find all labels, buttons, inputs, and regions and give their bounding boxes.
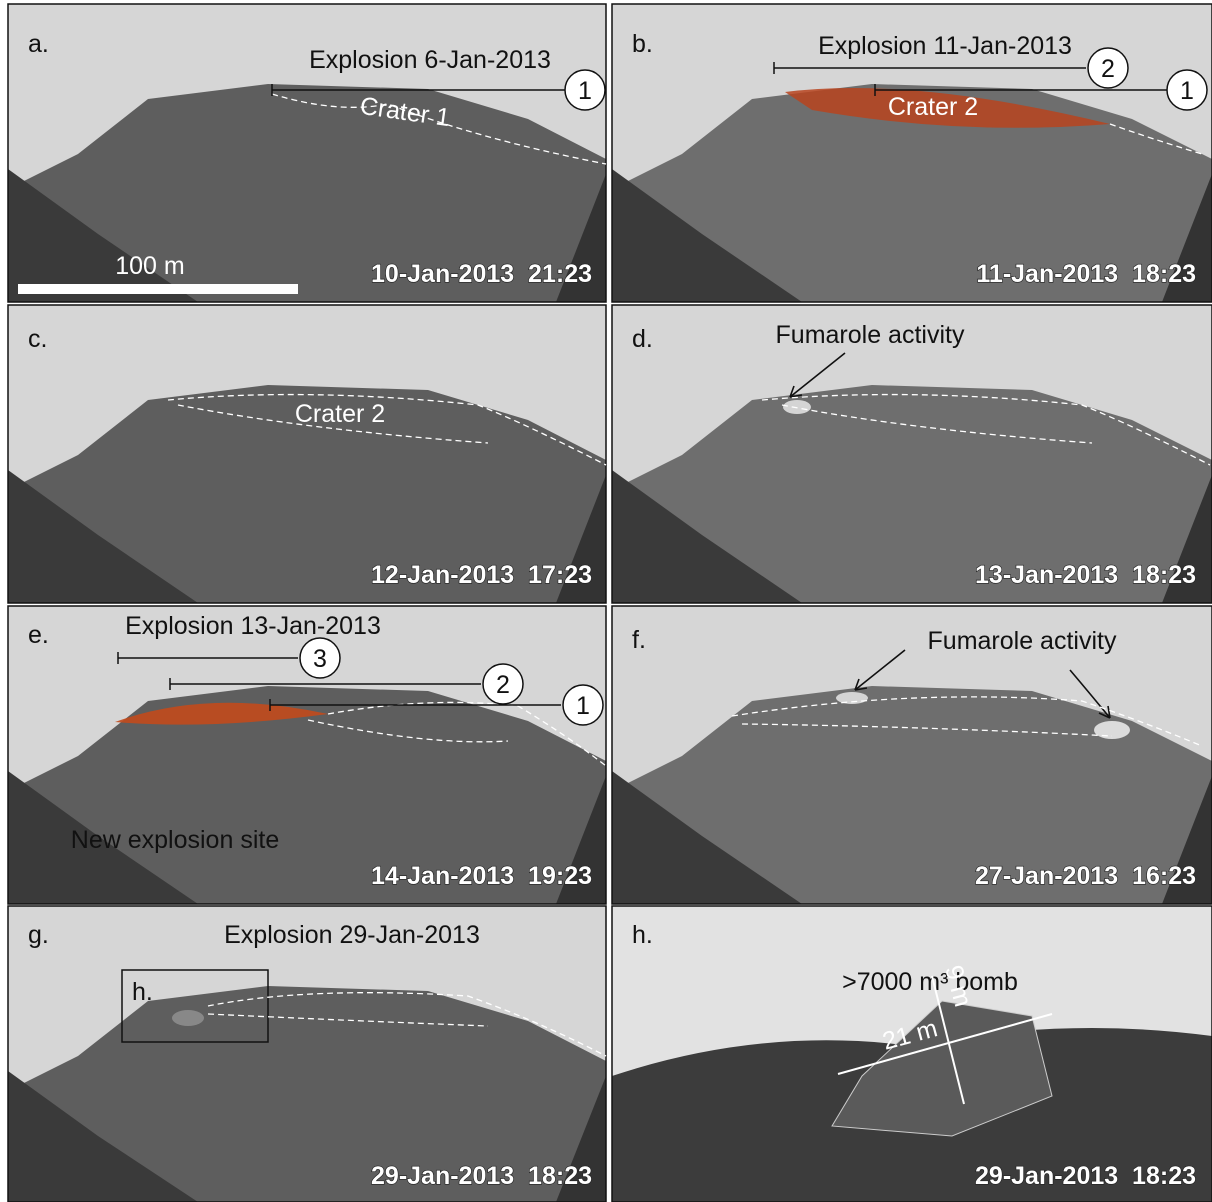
photo <box>8 906 606 1202</box>
marker-number: 3 <box>313 645 327 673</box>
panel-label: e. <box>28 621 49 649</box>
panel-label: c. <box>28 325 47 353</box>
panel-label: g. <box>28 921 49 949</box>
panel-title: >7000 m³ bomb <box>842 968 1018 996</box>
timestamp: 11-Jan-2013 18:23 <box>976 260 1196 288</box>
panel-label: b. <box>632 30 653 58</box>
fumarole <box>1094 721 1130 739</box>
timestamp: 14-Jan-2013 19:23 <box>371 862 592 890</box>
panel-title: Explosion 6-Jan-2013 <box>309 46 551 74</box>
photo <box>8 305 606 603</box>
timestamp: 27-Jan-2013 16:23 <box>975 862 1196 890</box>
figure: a. Explosion 6-Jan-2013 1 Crater 1 100 m… <box>0 0 1212 1202</box>
annotation: Fumarole activity <box>776 321 965 349</box>
timestamp: 10-Jan-2013 21:23 <box>371 260 592 288</box>
timestamp: 12-Jan-2013 17:23 <box>371 561 592 589</box>
annotation: Fumarole activity <box>928 627 1117 655</box>
timestamp: 13-Jan-2013 18:23 <box>975 561 1196 589</box>
panel-label: h. <box>632 921 653 949</box>
panel-title: Explosion 13-Jan-2013 <box>125 612 381 640</box>
fumarole <box>783 400 811 414</box>
panel-title: Explosion 29-Jan-2013 <box>224 921 480 949</box>
marker-number: 1 <box>1180 77 1194 105</box>
scale-bar <box>18 284 298 294</box>
panel-title: Explosion 11-Jan-2013 <box>818 32 1072 60</box>
panel-label: d. <box>632 325 653 353</box>
crater-label: Crater 2 <box>888 93 978 121</box>
marker-number: 1 <box>576 692 590 720</box>
note: New explosion site <box>71 826 279 854</box>
marker-number: 1 <box>578 77 592 105</box>
photo <box>612 305 1212 603</box>
timestamp: 29-Jan-2013 18:23 <box>371 1162 592 1190</box>
photo <box>612 606 1212 904</box>
panel-label: f. <box>632 626 646 654</box>
marker-number: 2 <box>496 671 510 699</box>
crater-label: Crater 2 <box>295 400 385 428</box>
scale-label: 100 m <box>115 252 184 280</box>
panel-label: a. <box>28 30 49 58</box>
bomb <box>172 1010 204 1026</box>
inset-label: h. <box>132 978 153 1006</box>
timestamp: 29-Jan-2013 18:23 <box>975 1162 1196 1190</box>
marker-number: 2 <box>1101 55 1115 83</box>
